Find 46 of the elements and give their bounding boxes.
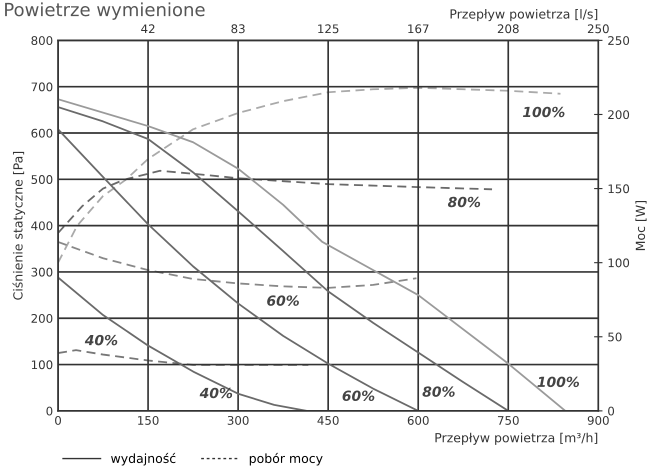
line-series (58, 276, 308, 411)
series-label: 40% (84, 334, 118, 346)
series-label: 100% (537, 376, 580, 388)
y-tick-label: 300 (32, 268, 52, 277)
series-label: 40% (200, 388, 232, 398)
text: wydajność (111, 452, 176, 466)
y-tick-label: 500 (32, 175, 52, 184)
series-label: 60% (342, 390, 374, 402)
y2-tick-label: 100 (608, 258, 630, 268)
line-series (58, 349, 310, 366)
x2-tick-label: 250 (588, 24, 609, 34)
x-tick-label: 900 (588, 416, 609, 425)
line-series (58, 241, 418, 289)
x2-tick-label: 208 (498, 24, 519, 34)
series-label: 60% (267, 295, 299, 306)
x2-axis-title: Przepływ powietrza [l/s] (450, 9, 598, 22)
y-tick-label: 0 (46, 406, 52, 416)
y2-tick-label: 50 (608, 332, 622, 342)
x2-tick-label: 125 (318, 24, 338, 34)
y-axis-title: Ciśnienie statyczne [Pa] (12, 152, 26, 300)
x-axis-title: Przepływ powietrza [m³/h] (435, 432, 598, 445)
chart-title: Powietrze wymienione (5, 2, 205, 20)
x-tick-label: 600 (408, 416, 429, 425)
x-tick-label: 150 (138, 416, 159, 425)
x-tick-label: 750 (498, 416, 519, 425)
x2-tick-label: 167 (408, 24, 428, 34)
y-tick-label: 400 (31, 221, 52, 230)
y2-tick-label: 200 (608, 110, 630, 120)
y2-axis-title: Moc [W] (635, 201, 647, 250)
y-tick-label: 100 (32, 360, 52, 370)
y-tick-label: 800 (31, 36, 52, 46)
x2-tick-label: 83 (231, 24, 245, 34)
text: pobór mocy (250, 452, 323, 466)
x-tick-label: 450 (317, 416, 339, 425)
y-tick-label: 200 (32, 314, 52, 323)
x2-tick-label: 42 (141, 24, 154, 34)
y-tick-label: 600 (31, 128, 52, 138)
series-label: 80% (448, 196, 480, 208)
y-tick-label: 700 (32, 82, 52, 92)
y2-tick-label: 250 (608, 36, 630, 46)
series-label: 100% (522, 106, 564, 118)
x-tick-label: 0 (55, 416, 61, 425)
y2-tick-label: 150 (608, 184, 630, 194)
series-label: 80% (422, 386, 455, 397)
x-tick-label: 300 (228, 416, 249, 425)
y2-tick-label: 0 (608, 406, 614, 416)
